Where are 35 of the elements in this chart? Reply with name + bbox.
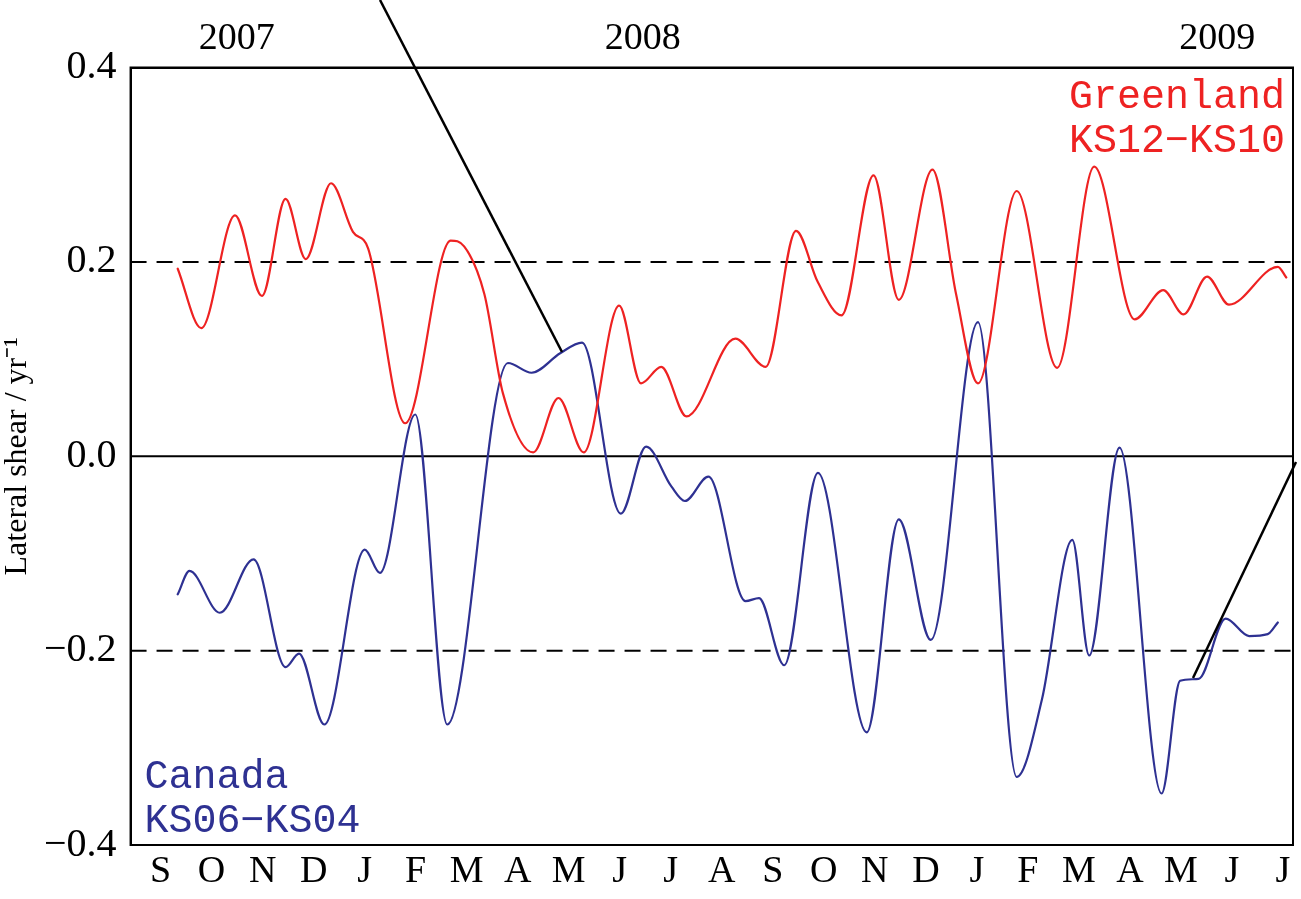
text: N [861,847,889,890]
text: O [810,847,838,890]
y-axis-title: Lateral shear / yr⁻¹ [0,337,34,576]
text: M [1062,847,1096,890]
text: J [1275,847,1291,890]
x-tick-label: 2009 [1179,14,1256,57]
y-tick-label: 0.2 [66,236,117,282]
text: A [708,847,737,890]
text: M [551,847,586,890]
text: M [449,847,484,890]
text: O [197,847,226,890]
line-series [176,165,1288,454]
text: J [612,847,628,890]
x-tick-label: 2008 [604,14,681,57]
text: J [663,847,679,890]
text: D [912,847,940,890]
series-label: Greenland KS12−KS10 [1068,75,1285,165]
text: N [248,847,277,890]
text: M [1164,847,1198,890]
text: J [969,847,985,890]
text: F [1017,847,1039,890]
x-tick-label: 2007 [198,14,275,57]
text: J [1224,847,1240,890]
text: D [299,847,328,890]
text: S [149,847,172,890]
text: S [762,847,784,890]
y-tick-label: 0.4 [66,42,117,88]
y-tick-label: 0.0 [66,430,117,476]
y-tick-label: −0.4 [44,819,117,865]
text: A [1116,847,1145,890]
text: J [357,847,373,890]
text: A [503,847,532,890]
text: F [405,847,427,890]
y-tick-label: −0.2 [44,625,117,671]
series-label: Canada KS06−KS04 [144,754,361,844]
